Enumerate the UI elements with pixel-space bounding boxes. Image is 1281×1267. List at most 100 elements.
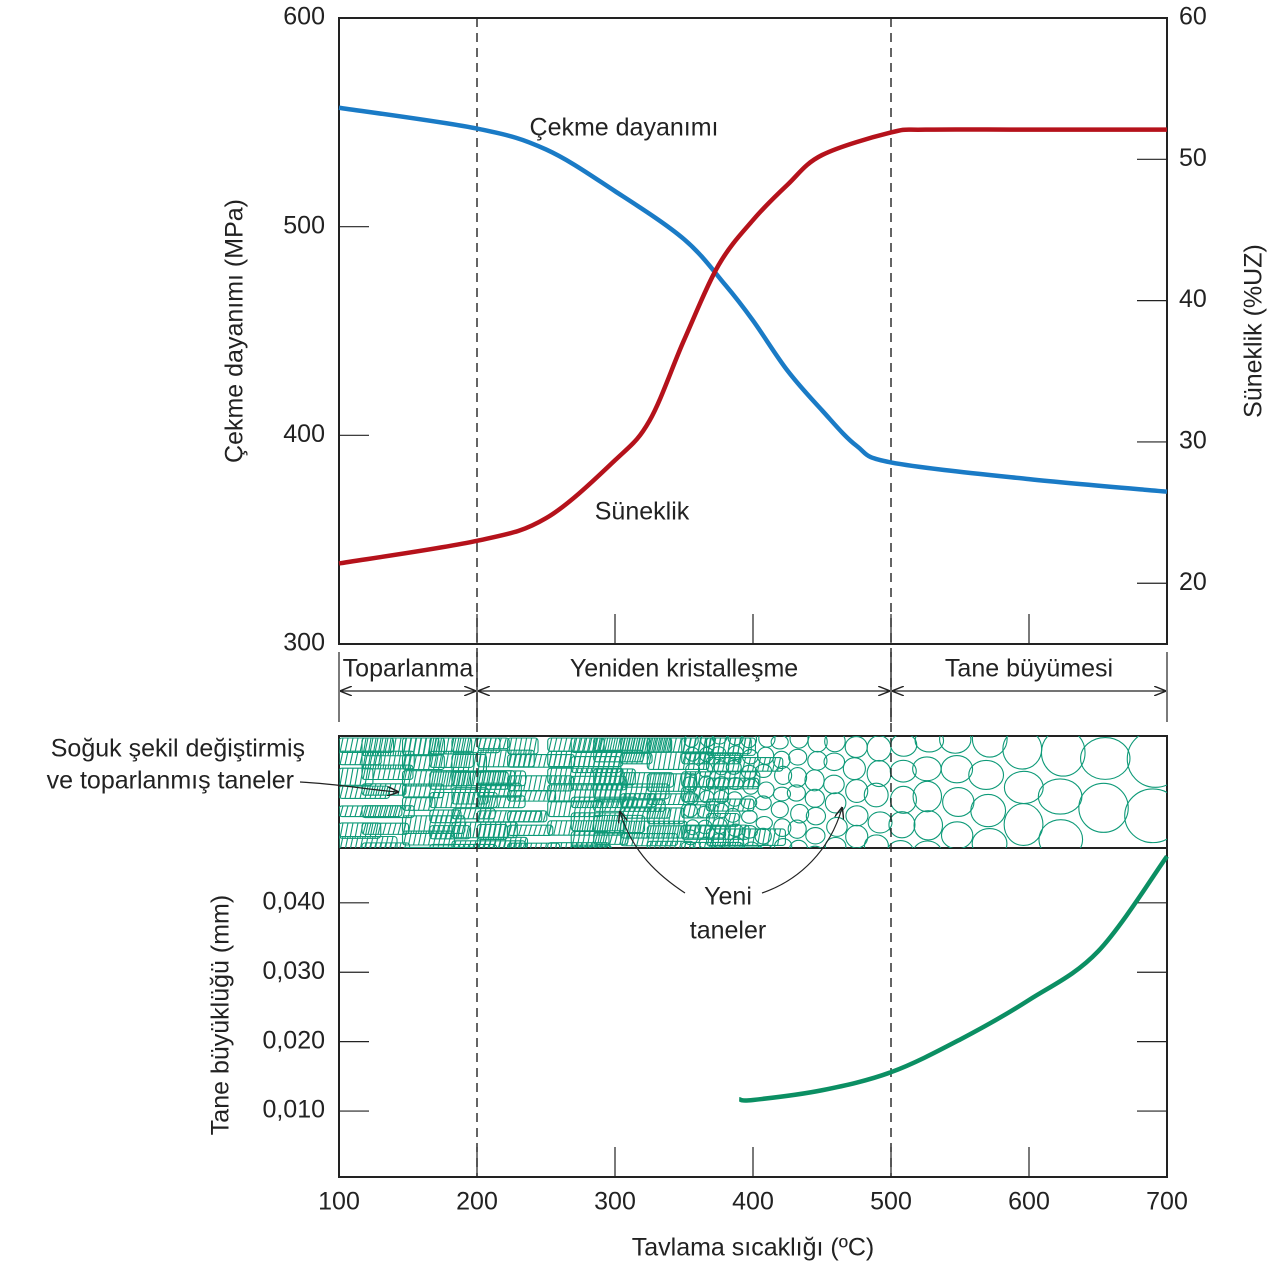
- microstructure-hatch: [578, 820, 583, 836]
- microstructure-hatch: [741, 828, 747, 846]
- microstructure-hatch: [586, 776, 591, 791]
- microstructure-cell: [570, 775, 627, 791]
- annotation: Yeni: [704, 883, 752, 911]
- microstructure-hatch: [382, 783, 387, 796]
- microstructure-hatch: [384, 737, 389, 753]
- microstructure-hatch: [647, 825, 652, 839]
- microstructure-hatch: [500, 771, 505, 790]
- microstructure-hatch: [651, 737, 656, 753]
- microstructure-hatch: [727, 825, 732, 840]
- microstructure-hatch: [364, 768, 369, 786]
- microstructure-hatch: [412, 796, 418, 811]
- microstructure-hatch: [648, 841, 652, 848]
- microstructure-cell: [711, 736, 728, 745]
- microstructure-hatch: [533, 754, 538, 768]
- microstructure-hatch: [492, 737, 497, 749]
- microstructure-hatch: [614, 815, 619, 833]
- y-tick-label: 0,030: [262, 957, 325, 985]
- microstructure-hatch: [497, 810, 502, 823]
- microstructure-hatch: [538, 825, 543, 836]
- microstructure-hatch: [599, 750, 604, 762]
- microstructure-hatch: [667, 752, 672, 770]
- microstructure-hatch: [508, 754, 513, 768]
- microstructure-hatch: [415, 847, 418, 848]
- microstructure-hatch: [666, 772, 671, 788]
- microstructure-hatch: [344, 836, 349, 848]
- microstructure-cell: [740, 795, 758, 810]
- microstructure-hatch: [563, 737, 568, 752]
- microstructure-hatch: [507, 795, 512, 808]
- microstructure-hatch: [528, 737, 533, 755]
- microstructure-hatch: [609, 815, 614, 833]
- microstructure-hatch: [667, 737, 672, 753]
- microstructure-hatch: [492, 750, 497, 767]
- microstructure-hatch: [407, 796, 413, 811]
- microstructure-cell: [507, 810, 543, 823]
- microstructure-hatch: [354, 751, 359, 765]
- microstructure-hatch: [687, 737, 692, 754]
- region-label: Tane büyümesi: [945, 655, 1113, 683]
- microstructure-cell: [401, 783, 445, 799]
- microstructure-hatch: [462, 770, 467, 786]
- microstructure-hatch: [430, 792, 435, 808]
- microstructure-hatch: [718, 842, 722, 848]
- microstructure-hatch: [657, 793, 662, 805]
- microstructure-hatch: [440, 847, 443, 848]
- microstructure-hatch: [726, 828, 732, 846]
- microstructure-hatch: [402, 764, 407, 780]
- microstructure-hatch: [465, 771, 470, 790]
- microstructure-hatch: [412, 737, 418, 756]
- microstructure-hatch: [497, 795, 502, 808]
- microstructure-hatch: [656, 807, 661, 819]
- microstructure-hatch: [523, 790, 528, 802]
- microstructure-hatch: [497, 737, 502, 749]
- microstructure-hatch: [732, 825, 737, 840]
- microstructure-hatch: [702, 804, 707, 819]
- microstructure-hatch: [477, 750, 482, 767]
- microstructure-hatch: [397, 823, 402, 835]
- microstructure-cell: [787, 819, 807, 839]
- microstructure-hatch: [631, 793, 636, 808]
- microstructure-hatch: [604, 750, 609, 762]
- microstructure-hatch: [392, 805, 397, 818]
- microstructure-hatch: [604, 832, 609, 845]
- microstructure-cell: [888, 811, 916, 839]
- microstructure-hatch: [548, 784, 553, 802]
- microstructure-hatch: [624, 737, 629, 753]
- microstructure-hatch: [519, 843, 523, 848]
- microstructure-cell: [339, 767, 374, 786]
- x-tick-label: 400: [732, 1188, 774, 1216]
- microstructure-hatch: [538, 790, 543, 802]
- microstructure-hatch: [767, 757, 772, 772]
- microstructure-hatch: [445, 792, 450, 808]
- microstructure-hatch: [354, 737, 359, 753]
- microstructure-hatch: [490, 771, 495, 790]
- microstructure-cell: [593, 749, 644, 763]
- microstructure-hatch: [712, 825, 717, 840]
- microstructure-hatch: [668, 841, 672, 848]
- microstructure-hatch: [339, 836, 344, 848]
- microstructure-hatch: [453, 840, 457, 848]
- microstructure-hatch: [432, 770, 438, 787]
- microstructure-cell: [1124, 788, 1167, 844]
- microstructure-hatch: [571, 797, 576, 808]
- microstructure-hatch: [467, 737, 472, 753]
- microstructure-hatch: [502, 810, 507, 823]
- y2-tick-label: 60: [1179, 3, 1207, 31]
- microstructure-hatch: [571, 737, 576, 753]
- microstructure-cell: [754, 763, 773, 778]
- microstructure-hatch: [410, 847, 413, 848]
- microstructure-cell: [712, 849, 726, 864]
- microstructure-hatch: [599, 815, 604, 833]
- y2-tick-label: 30: [1179, 427, 1207, 455]
- microstructure-hatch: [533, 811, 538, 823]
- microstructure-hatch: [425, 847, 428, 848]
- microstructure-hatch: [387, 764, 392, 780]
- microstructure-hatch: [634, 737, 639, 753]
- microstructure-hatch: [702, 771, 707, 787]
- microstructure-hatch: [698, 842, 702, 848]
- microstructure-cell: [743, 841, 760, 848]
- x-tick-label: 700: [1146, 1188, 1188, 1216]
- microstructure-hatch: [652, 752, 657, 770]
- microstructure-hatch: [626, 737, 631, 753]
